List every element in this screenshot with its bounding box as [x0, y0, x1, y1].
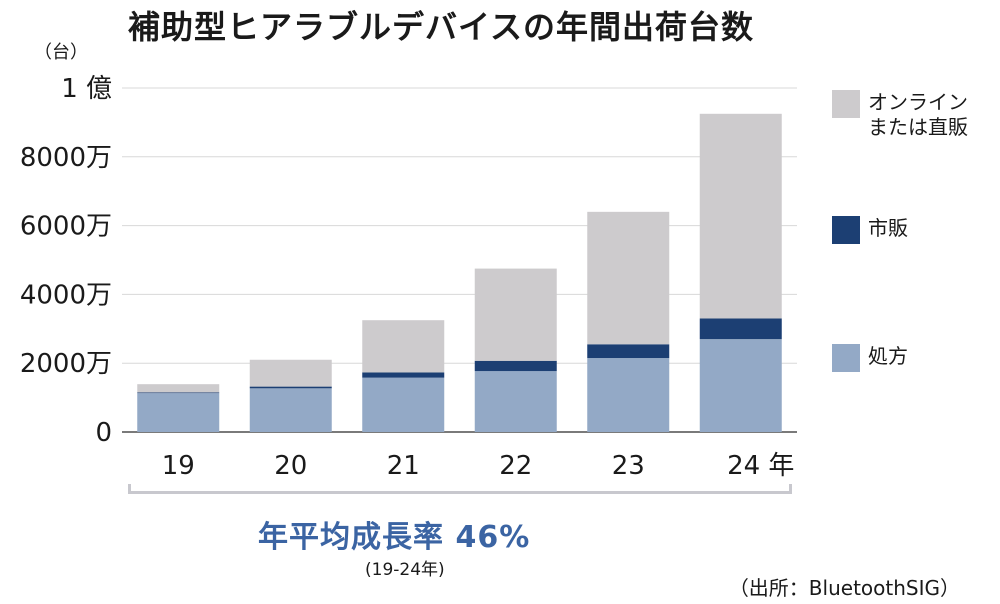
cagr-label: 年平均成長率 46% — [258, 520, 531, 555]
y-tick-label: 4000万 — [20, 280, 112, 310]
bar-retail — [362, 372, 445, 378]
x-tick-label: 19 — [162, 451, 195, 481]
period-bracket — [128, 484, 792, 494]
y-tick-label: 1 億 — [61, 74, 112, 104]
bar-prescription — [587, 358, 670, 432]
bar-prescription — [249, 388, 332, 432]
y-tick-label: 6000万 — [20, 212, 112, 242]
bar-online — [474, 268, 557, 361]
legend-swatch-online — [832, 90, 860, 118]
bar-online — [362, 320, 445, 373]
gridlines — [122, 87, 797, 433]
x-tick-label: 24 年 — [727, 451, 794, 481]
bars — [137, 113, 782, 432]
source-note: （出所：BluetoothSIG） — [728, 576, 960, 600]
bar-retail — [137, 392, 220, 394]
x-tick-label: 22 — [499, 451, 532, 481]
y-tick-labels: 0 2000万 4000万 6000万 8000万 1 億 — [20, 74, 112, 448]
bar-prescription — [137, 393, 220, 432]
legend-swatch-retail — [832, 216, 860, 244]
legend-online: オンライン または直販 — [832, 90, 968, 140]
y-tick-label: 8000万 — [20, 143, 112, 173]
bar-online — [137, 384, 220, 393]
x-tick-labels: 19 20 21 22 23 24 年 — [162, 451, 795, 481]
unit-label: （台） — [34, 42, 88, 63]
legend-prescription: 処方 — [832, 344, 908, 372]
x-tick-label: 23 — [612, 451, 645, 481]
legend-label-prescription: 処方 — [868, 344, 908, 368]
x-tick-label: 20 — [274, 451, 307, 481]
bar-retail — [699, 318, 782, 340]
chart-title: 補助型ヒアラブルデバイスの年間出荷台数 — [128, 8, 755, 46]
legend-swatch-prescription — [832, 344, 860, 372]
bar-online — [587, 211, 670, 345]
y-tick-label: 0 — [95, 418, 112, 448]
bar-retail — [249, 386, 332, 389]
bar-online — [249, 359, 332, 387]
bar-online — [699, 113, 782, 319]
legend-label-online: オンライン または直販 — [868, 90, 968, 139]
x-tick-label: 21 — [387, 451, 420, 481]
bar-prescription — [362, 377, 445, 432]
bar-prescription — [474, 371, 557, 432]
cagr-period: (19-24年) — [365, 560, 445, 580]
bar-retail — [587, 344, 670, 359]
bar-retail — [474, 360, 557, 372]
y-tick-label: 2000万 — [20, 349, 112, 379]
bar-prescription — [699, 339, 782, 432]
legend-retail: 市販 — [832, 216, 908, 244]
legend-label-retail: 市販 — [868, 216, 908, 240]
